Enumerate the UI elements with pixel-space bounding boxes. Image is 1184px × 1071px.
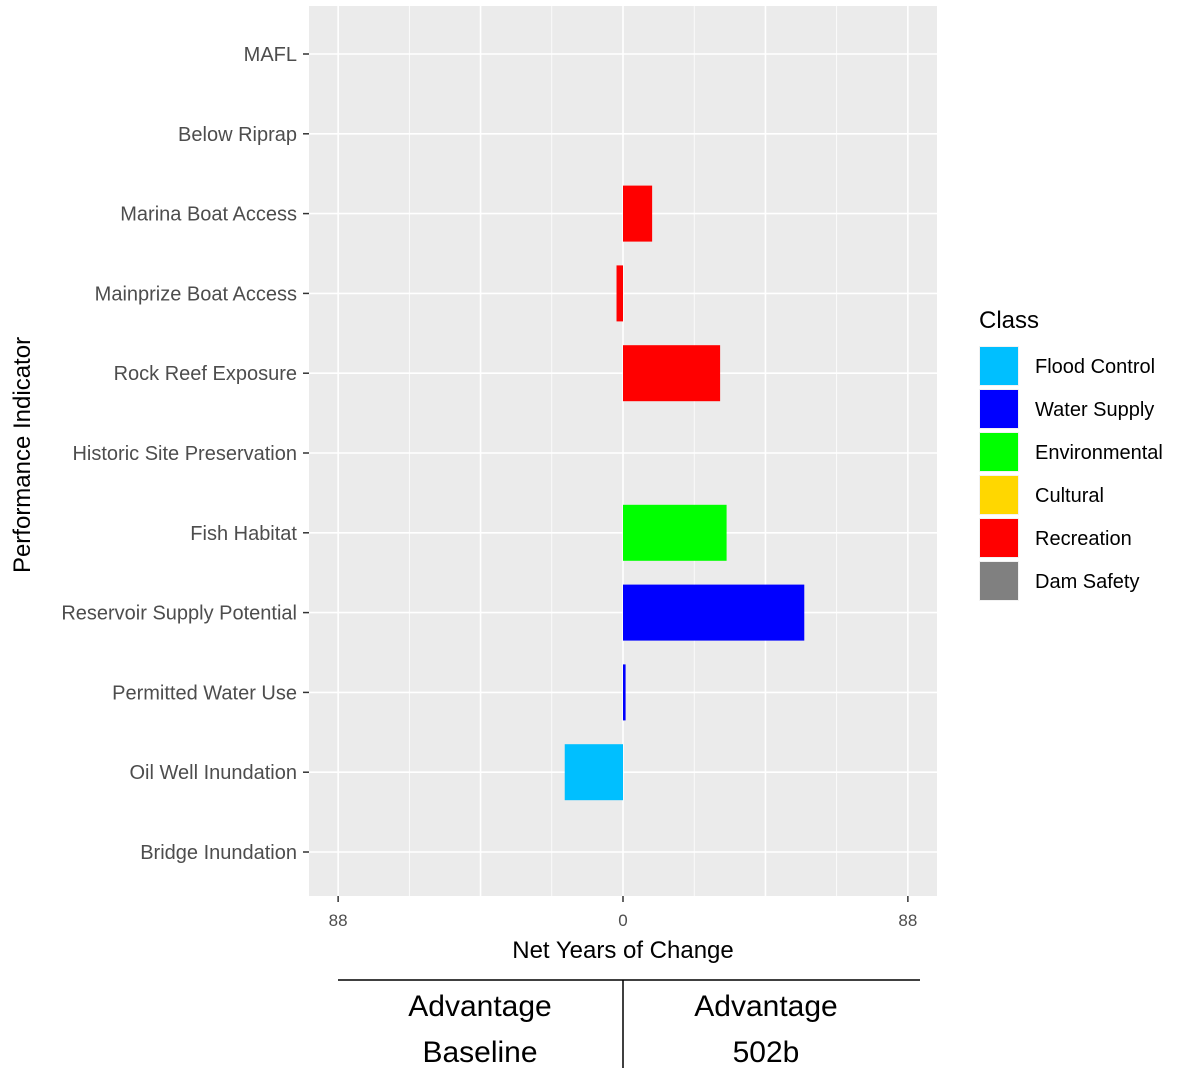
y-tick-label: Below Riprap (178, 124, 297, 146)
bars (564, 185, 805, 801)
advantage-right-line1: Advantage (694, 990, 837, 1023)
y-tick-label: Oil Well Inundation (130, 762, 298, 784)
legend-label: Flood Control (1035, 356, 1155, 378)
legend-label: Recreation (1035, 528, 1132, 550)
advantage-left-line2: Baseline (422, 1036, 537, 1069)
y-tick-label: Reservoir Supply Potential (61, 603, 297, 625)
y-tick-label: Fish Habitat (190, 523, 297, 545)
bar (623, 345, 721, 402)
x-tick-label: 88 (329, 911, 348, 930)
advantage-right-line2: 502b (733, 1036, 800, 1069)
legend-key (980, 562, 1018, 600)
x-axis: 88 0 88 (329, 896, 917, 930)
y-tick-label: Rock Reef Exposure (114, 363, 297, 385)
advantage-left-line1: Advantage (408, 990, 551, 1023)
bar (623, 185, 653, 242)
legend-label: Environmental (1035, 442, 1163, 464)
advantage-annotation: Advantage Baseline Advantage 502b (338, 979, 920, 1069)
y-tick-label: Permitted Water Use (112, 682, 297, 704)
bar (616, 265, 623, 322)
bar (623, 664, 626, 721)
y-tick-label: MAFL (244, 44, 297, 66)
y-tick-label: Mainprize Boat Access (95, 283, 297, 305)
y-axis: MAFL Below Riprap Marina Boat Access Mainpr… (61, 44, 309, 864)
legend-key (980, 519, 1018, 557)
y-tick-label: Bridge Inundation (140, 842, 297, 864)
legend-title: Class (979, 307, 1039, 334)
y-axis-title: Performance Indicator (9, 337, 36, 573)
y-tick-label: Marina Boat Access (120, 204, 297, 226)
legend-label: Water Supply (1035, 399, 1154, 421)
grid-lines (309, 6, 937, 896)
bar (564, 744, 623, 801)
y-tick-label: Historic Site Preservation (72, 443, 297, 465)
legend-key (980, 347, 1018, 385)
legend-label: Dam Safety (1035, 571, 1139, 593)
legend-label: Cultural (1035, 485, 1104, 507)
x-tick-label: 0 (618, 911, 627, 930)
x-tick-label: 88 (898, 911, 917, 930)
legend-key (980, 433, 1018, 471)
bar (623, 504, 727, 561)
legend-key (980, 390, 1018, 428)
x-axis-title: Net Years of Change (512, 937, 734, 964)
legend: Class Flood Control Water Supply Environme… (979, 307, 1163, 601)
bar (623, 584, 805, 641)
legend-key (980, 476, 1018, 514)
